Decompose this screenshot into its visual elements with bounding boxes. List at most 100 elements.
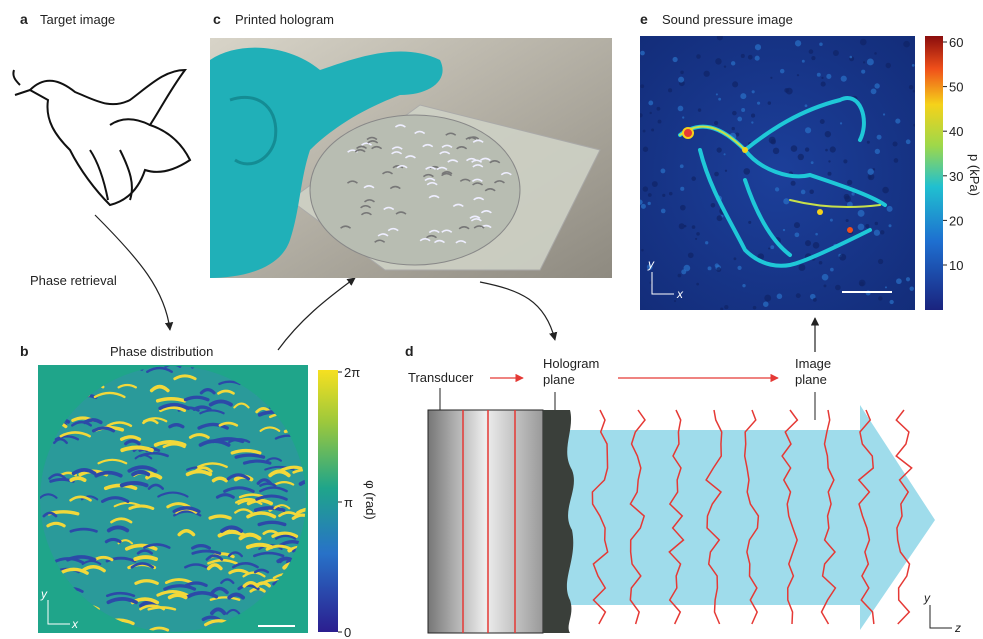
hologram-ripple	[500, 172, 512, 176]
phase-fringe	[246, 511, 277, 519]
hologram-ripple	[363, 185, 375, 189]
noise-speck	[893, 158, 899, 163]
noise-speck	[647, 193, 652, 197]
hologram-ripple	[367, 140, 379, 144]
phase-fringe	[146, 366, 173, 373]
phase-fringe	[253, 568, 270, 574]
phase-fringe	[184, 581, 208, 588]
noise-speck	[742, 283, 746, 288]
panel-title: Sound pressure image	[662, 12, 793, 27]
hologram-ripple	[361, 142, 373, 146]
noise-speck	[811, 56, 816, 61]
noise-speck	[703, 70, 710, 77]
phase-fringe	[259, 486, 288, 493]
wave-line	[705, 409, 723, 625]
noise-speck	[868, 175, 872, 179]
phase-fringe	[167, 593, 188, 600]
arrow	[94, 214, 174, 331]
phase-fringe	[208, 399, 233, 407]
hologram-ripple	[441, 144, 453, 148]
phase-fringe	[218, 421, 239, 427]
hologram-ripple	[426, 234, 437, 239]
noise-speck	[649, 111, 652, 115]
noise-speck	[882, 113, 886, 116]
colorbar-label: p (kPa)	[967, 154, 982, 196]
noise-speck	[801, 59, 805, 63]
noise-speck	[795, 293, 801, 299]
phase-fringe	[83, 418, 103, 425]
axis-label: y	[923, 591, 931, 605]
panel-letter: c	[213, 11, 221, 27]
phase-fringe	[172, 506, 201, 514]
phase-fringe	[105, 591, 136, 598]
hologram-photo	[210, 38, 612, 278]
noise-speck	[797, 153, 804, 161]
phase-fringe	[232, 562, 259, 569]
phase-fringe	[80, 565, 106, 573]
diagram-label: Transducer	[408, 370, 474, 385]
noise-speck	[748, 220, 752, 224]
panel-letter: a	[20, 11, 28, 27]
hologram-ripple	[394, 124, 406, 128]
hologram-ripple	[404, 155, 416, 159]
phase-fringe	[42, 511, 58, 518]
hologram-ripple	[470, 218, 482, 222]
phase-fringe	[273, 504, 291, 510]
hologram-ripple	[382, 171, 393, 175]
phase-fringe	[124, 439, 141, 446]
phase-fringe	[106, 597, 138, 605]
phase-fringe	[265, 457, 283, 462]
noise-speck	[657, 119, 662, 124]
noise-speck	[752, 305, 757, 310]
phase-fringe	[246, 498, 274, 506]
phase-fringe	[119, 435, 142, 441]
axis-label: x	[71, 617, 79, 631]
wave-line	[820, 409, 837, 625]
noise-speck	[825, 148, 828, 152]
noise-speck	[819, 119, 825, 125]
noise-texture	[640, 36, 915, 310]
phase-fringe	[298, 478, 306, 486]
phase-fringe	[199, 409, 225, 415]
hologram-ripple	[455, 240, 467, 244]
noise-speck	[888, 224, 892, 228]
noise-speck	[849, 55, 853, 59]
noise-speck	[716, 147, 722, 153]
colorbar-tick-label: 60	[949, 35, 963, 50]
phase-fringe	[162, 442, 186, 449]
noise-speck	[651, 128, 655, 132]
noise-speck	[823, 284, 827, 288]
noise-speck	[908, 84, 914, 90]
phase-fringe	[149, 384, 170, 393]
noise-speck	[724, 169, 728, 172]
phase-fringe	[206, 563, 223, 571]
noise-speck	[824, 131, 832, 138]
panel-title: Printed hologram	[235, 12, 334, 27]
colorbar-tick-label: 40	[949, 124, 963, 139]
hologram-ripple	[347, 149, 359, 153]
noise-speck	[889, 299, 894, 305]
phase-fringe	[237, 583, 260, 591]
hologram-ripple	[445, 132, 457, 136]
hologram-ripple	[389, 185, 401, 190]
phase-fringe	[259, 426, 281, 432]
phase-fringe	[97, 458, 128, 465]
phase-fringe	[59, 431, 91, 438]
noise-speck	[870, 88, 877, 95]
hologram-ripple	[364, 199, 375, 203]
axes-icon	[929, 605, 952, 629]
noise-speck	[640, 199, 643, 205]
noise-speck	[794, 232, 800, 238]
phase-fringe	[192, 405, 212, 411]
noise-speck	[874, 83, 880, 89]
dove-drawing	[12, 68, 192, 207]
noise-speck	[804, 127, 812, 134]
phase-fringe	[253, 551, 285, 558]
hologram-ripple	[425, 166, 437, 170]
panel-letter: e	[640, 11, 648, 27]
phase-fringe	[242, 459, 272, 465]
noise-speck	[798, 264, 806, 272]
noise-speck	[821, 76, 824, 79]
noise-speck	[677, 105, 684, 112]
